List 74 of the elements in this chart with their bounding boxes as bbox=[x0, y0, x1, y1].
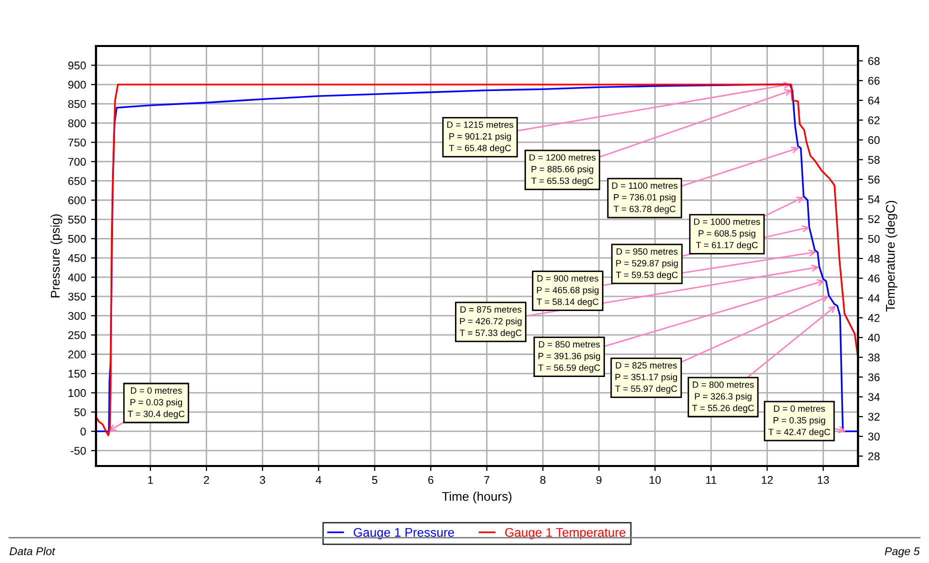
x-tick-label: 5 bbox=[372, 476, 378, 484]
y2-tick-label: 46 bbox=[868, 274, 880, 282]
y2-tick-label: 30 bbox=[868, 432, 880, 440]
annotation: D = 850 metres P = 391.36 psig T = 56.59 degC bbox=[538, 341, 600, 373]
y2-tick-label: 64 bbox=[868, 96, 880, 104]
y2-tick-label: 50 bbox=[868, 234, 880, 243]
legend-label: Gauge 1 Pressure bbox=[354, 528, 454, 540]
annotation: D = 1100 metres P = 736.01 psig T = 63.78 degC bbox=[612, 182, 678, 214]
y2-tick-label: 58 bbox=[868, 156, 880, 164]
y2-tick-label: 68 bbox=[868, 57, 880, 65]
y-tick-label: 550 bbox=[68, 216, 86, 224]
y2-tick-label: 36 bbox=[868, 373, 880, 382]
y-tick-label: 450 bbox=[68, 254, 86, 262]
x-tick-label: 12 bbox=[762, 476, 773, 484]
y-tick-label: 850 bbox=[68, 100, 86, 108]
y2-tick-label: 62 bbox=[868, 116, 880, 124]
y-tick-label: 400 bbox=[68, 273, 86, 282]
y-tick-label: 300 bbox=[68, 312, 86, 320]
x-tick-label: 1 bbox=[148, 476, 153, 484]
x-tick-label: 4 bbox=[316, 476, 322, 484]
y2-tick-label: 34 bbox=[868, 393, 880, 401]
x-tick-label: 3 bbox=[260, 476, 266, 484]
x-tick-label: 7 bbox=[484, 476, 490, 484]
y2-tick-label: 56 bbox=[868, 176, 880, 184]
annotation: D = 800 metres P = 326.3 psig T = 55.26 degC bbox=[692, 381, 754, 414]
x-tick-label: 10 bbox=[650, 476, 661, 484]
text: Page 5 bbox=[884, 547, 920, 558]
annotation: D = 825 metres P = 351.17 psig T = 55.97 degC bbox=[615, 362, 677, 394]
y2-tick-label: 38 bbox=[868, 354, 880, 362]
x-tick-label: 9 bbox=[596, 476, 602, 484]
x-tick-label: 6 bbox=[428, 476, 434, 484]
annotation: D = 1200 metres P = 885.66 psig T = 65.53 degC bbox=[530, 154, 596, 186]
y2-tick-label: 52 bbox=[868, 215, 880, 224]
x-tick-label: 11 bbox=[706, 476, 716, 484]
text: Data Plot bbox=[10, 547, 56, 556]
y-tick-label: 700 bbox=[68, 158, 86, 166]
annotation: D = 1215 metres P = 901.21 psig T = 65.48 degC bbox=[447, 121, 514, 154]
x-axis-title: Time (hours) bbox=[442, 492, 512, 504]
y-tick-label: 50 bbox=[74, 408, 86, 416]
y-tick-label: 250 bbox=[68, 331, 86, 340]
y-tick-label: 650 bbox=[68, 177, 86, 185]
annotation: D = 950 metres P = 529.87 psig T = 59.53 degC bbox=[616, 248, 678, 280]
y2-tick-label: 54 bbox=[868, 196, 880, 204]
y-tick-label: -50 bbox=[70, 446, 86, 455]
y2-axis-title: Temperature (degC) bbox=[886, 200, 898, 312]
y2-tick-label: 60 bbox=[868, 136, 880, 144]
x-tick-label: 2 bbox=[204, 476, 209, 484]
y-tick-label: 150 bbox=[68, 370, 86, 378]
x-tick-label: 8 bbox=[540, 476, 546, 484]
y-tick-label: 200 bbox=[68, 350, 86, 358]
y2-tick-label: 32 bbox=[868, 412, 880, 421]
legend-label: Gauge 1 Temperature bbox=[505, 528, 626, 540]
y2-tick-label: 42 bbox=[868, 314, 880, 322]
annotation: D = 875 metres P = 426.72 psig T = 57.33 degC bbox=[460, 306, 522, 338]
y-tick-label: 100 bbox=[68, 389, 86, 397]
y2-tick-label: 48 bbox=[868, 254, 880, 263]
y-tick-label: 350 bbox=[68, 292, 86, 301]
annotation: D = 900 metres P = 465.68 psig T = 58.14 degC bbox=[536, 275, 599, 307]
y-tick-label: 800 bbox=[68, 119, 86, 128]
y-tick-label: 600 bbox=[68, 196, 86, 204]
y-tick-label: 0 bbox=[80, 428, 86, 436]
annotation: D = 0 metres P = 0.35 psig T = 42.47 degC bbox=[768, 405, 830, 437]
y2-tick-label: 40 bbox=[868, 334, 880, 342]
y-axis-title: Pressure (psig) bbox=[50, 214, 62, 298]
y2-tick-label: 44 bbox=[868, 294, 880, 302]
y-tick-label: 900 bbox=[68, 80, 86, 89]
y2-tick-label: 28 bbox=[868, 452, 880, 460]
y-tick-label: 950 bbox=[68, 62, 86, 70]
y-tick-label: 500 bbox=[68, 234, 86, 243]
x-tick-label: 13 bbox=[818, 476, 829, 484]
annotation: D = 1000 metres P = 608.5 psig T = 61.17 degC bbox=[694, 218, 760, 250]
y2-tick-label: 66 bbox=[868, 76, 880, 85]
y-tick-label: 750 bbox=[68, 138, 86, 146]
annotation: D = 0 metres P = 0.03 psig T = 30.4 degC bbox=[128, 387, 185, 419]
